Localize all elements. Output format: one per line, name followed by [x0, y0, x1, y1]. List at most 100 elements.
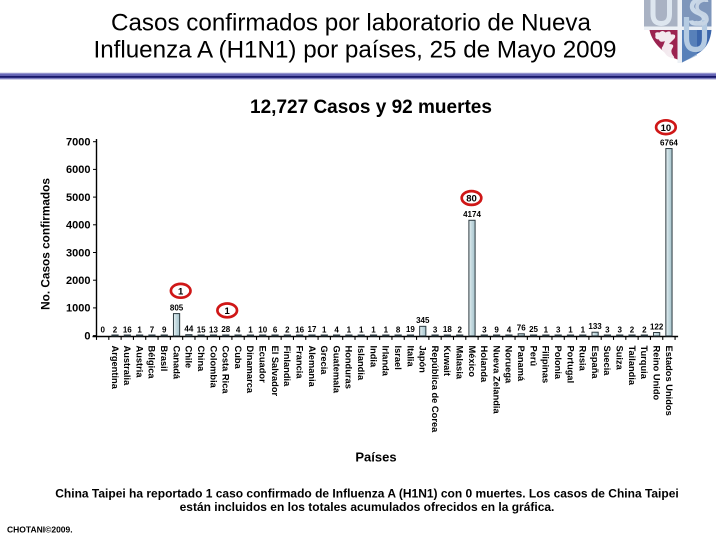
- svg-text:9: 9: [494, 326, 499, 335]
- svg-text:Argentina: Argentina: [110, 346, 120, 390]
- svg-text:18: 18: [443, 325, 452, 334]
- svg-text:Francia: Francia: [294, 346, 304, 380]
- svg-text:1: 1: [568, 326, 573, 335]
- svg-text:Filipinas: Filipinas: [541, 346, 551, 384]
- svg-text:2: 2: [642, 326, 647, 335]
- svg-text:9: 9: [162, 326, 167, 335]
- svg-text:7: 7: [150, 326, 155, 335]
- svg-text:Bélgica: Bélgica: [147, 346, 157, 380]
- svg-text:4: 4: [334, 326, 339, 335]
- svg-text:28: 28: [221, 325, 230, 334]
- svg-text:No. Casos confirmados: No. Casos confirmados: [39, 178, 53, 310]
- svg-text:Ecuador: Ecuador: [258, 346, 268, 384]
- svg-text:Finlandia: Finlandia: [282, 346, 292, 388]
- svg-text:3000: 3000: [66, 247, 90, 259]
- svg-text:Costa Rica: Costa Rica: [221, 346, 231, 395]
- svg-text:México: México: [467, 346, 477, 378]
- svg-text:Reino Unido: Reino Unido: [651, 346, 661, 401]
- svg-text:Países: Países: [355, 450, 396, 465]
- svg-text:Israel: Israel: [393, 346, 403, 370]
- svg-text:están incluidos en los totales: están incluidos en los totales acumulado…: [180, 500, 555, 514]
- svg-text:1: 1: [322, 326, 327, 335]
- svg-text:122: 122: [650, 322, 664, 331]
- svg-text:25: 25: [529, 325, 538, 334]
- svg-text:805: 805: [170, 303, 184, 312]
- svg-text:Perú: Perú: [528, 346, 538, 367]
- svg-text:15: 15: [197, 325, 206, 334]
- svg-text:4: 4: [236, 326, 241, 335]
- svg-text:Polonia: Polonia: [553, 346, 563, 380]
- svg-text:1: 1: [384, 326, 389, 335]
- svg-text:China: China: [196, 346, 206, 373]
- svg-text:1: 1: [371, 326, 376, 335]
- svg-text:Portugal: Portugal: [565, 346, 575, 384]
- svg-text:Australia: Australia: [122, 346, 132, 387]
- svg-text:10: 10: [258, 325, 267, 334]
- svg-text:Noruega: Noruega: [504, 346, 514, 385]
- svg-text:2000: 2000: [66, 275, 90, 287]
- svg-text:1: 1: [347, 326, 352, 335]
- svg-text:2: 2: [113, 326, 118, 335]
- svg-text:2: 2: [630, 326, 635, 335]
- svg-text:1: 1: [359, 326, 364, 335]
- svg-text:3: 3: [556, 326, 561, 335]
- svg-text:China Taipei ha reportado 1 ca: China Taipei ha reportado 1 caso confirm…: [55, 487, 678, 501]
- svg-text:16: 16: [123, 325, 132, 334]
- svg-text:2: 2: [457, 326, 462, 335]
- svg-text:16: 16: [295, 325, 304, 334]
- svg-text:1: 1: [544, 326, 549, 335]
- svg-text:República de Corea: República de Corea: [430, 346, 440, 434]
- svg-text:80: 80: [466, 194, 477, 205]
- svg-text:Estados Unidos: Estados Unidos: [664, 346, 674, 416]
- svg-text:Austria: Austria: [134, 346, 144, 379]
- svg-text:Influenza A (H1N1) por países,: Influenza A (H1N1) por países, 25 de May…: [93, 37, 616, 64]
- svg-text:Brasil: Brasil: [159, 346, 169, 372]
- svg-text:Holanda: Holanda: [479, 346, 489, 384]
- svg-text:0: 0: [84, 330, 90, 342]
- svg-text:3: 3: [433, 326, 438, 335]
- svg-text:Honduras: Honduras: [344, 346, 354, 389]
- svg-text:Italia: Italia: [405, 346, 415, 368]
- svg-text:3: 3: [605, 326, 610, 335]
- svg-text:Nueva Zelandia: Nueva Zelandia: [491, 346, 501, 415]
- svg-text:3: 3: [617, 326, 622, 335]
- svg-text:El Salvador: El Salvador: [270, 346, 280, 397]
- svg-text:1: 1: [581, 326, 586, 335]
- svg-text:Alemania: Alemania: [307, 346, 317, 388]
- svg-text:Malasia: Malasia: [454, 346, 464, 380]
- svg-text:345: 345: [416, 316, 430, 325]
- svg-text:4: 4: [507, 326, 512, 335]
- svg-text:1: 1: [137, 326, 142, 335]
- svg-text:Colombia: Colombia: [208, 346, 218, 389]
- svg-text:0: 0: [100, 326, 105, 335]
- svg-text:5000: 5000: [66, 192, 90, 204]
- svg-text:España: España: [590, 346, 600, 380]
- svg-text:8: 8: [396, 326, 401, 335]
- svg-text:Panamá: Panamá: [516, 346, 526, 382]
- svg-text:CHOTANI©2009.: CHOTANI©2009.: [7, 525, 73, 535]
- svg-text:Casos confirmados por laborato: Casos confirmados por laboratorio de Nue…: [111, 10, 592, 37]
- svg-text:6000: 6000: [66, 164, 90, 176]
- svg-text:Islandia: Islandia: [356, 346, 366, 381]
- svg-text:4000: 4000: [66, 220, 90, 232]
- svg-text:13: 13: [209, 325, 218, 334]
- svg-text:6764: 6764: [660, 138, 678, 147]
- svg-text:Suiza: Suiza: [615, 346, 625, 371]
- svg-text:4174: 4174: [463, 210, 481, 219]
- svg-text:Grecia: Grecia: [319, 346, 329, 376]
- svg-text:17: 17: [308, 325, 317, 334]
- svg-text:19: 19: [406, 325, 415, 334]
- svg-text:133: 133: [588, 322, 602, 331]
- svg-text:1: 1: [225, 306, 231, 317]
- svg-text:Turquia: Turquia: [639, 346, 649, 380]
- svg-text:2: 2: [285, 326, 290, 335]
- svg-text:44: 44: [184, 325, 193, 334]
- svg-text:6: 6: [273, 326, 278, 335]
- svg-text:12,727 Casos y 92 muertes: 12,727 Casos y 92 muertes: [250, 97, 492, 118]
- svg-text:Chile: Chile: [184, 346, 194, 369]
- svg-text:Tailandia: Tailandia: [627, 346, 637, 386]
- svg-text:1: 1: [178, 286, 184, 297]
- svg-text:Dinamarca: Dinamarca: [245, 346, 255, 394]
- svg-text:7000: 7000: [66, 137, 90, 149]
- svg-text:10: 10: [661, 123, 672, 134]
